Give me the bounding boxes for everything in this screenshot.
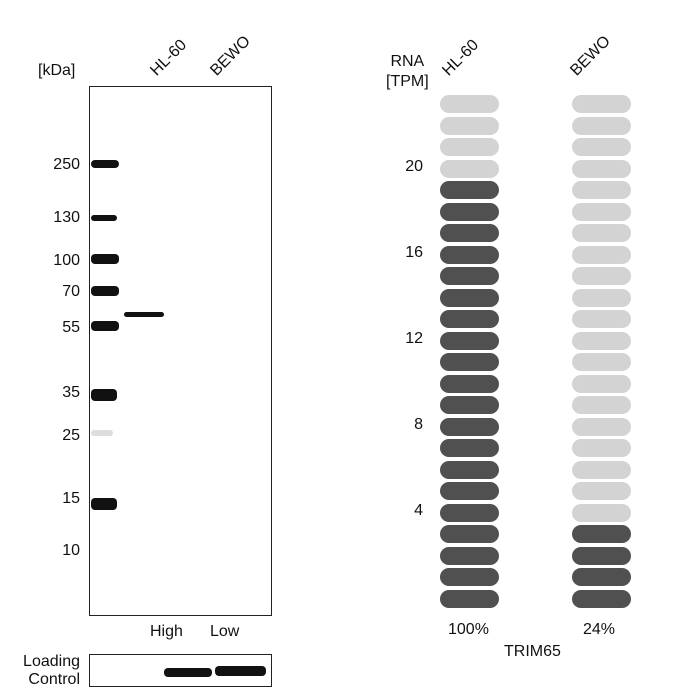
rna-pill-hl-60-9 <box>440 417 499 436</box>
rna-pill-bewo-23 <box>572 116 631 135</box>
marker-band-100 <box>91 254 119 264</box>
rna-pill-hl-60-17 <box>440 245 499 264</box>
rna-pill-bewo-4 <box>572 525 631 543</box>
marker-band-250 <box>91 160 119 168</box>
rna-pill-hl-60-12 <box>440 353 499 371</box>
rna-ytick-20: 20 <box>405 158 423 175</box>
marker-label-55: 55 <box>62 319 80 336</box>
rna-word: RNA <box>390 53 425 70</box>
loading-band-hl60 <box>164 668 212 677</box>
rna-pill-bewo-21 <box>572 159 631 178</box>
level-low: Low <box>210 623 240 640</box>
marker-band-130 <box>91 215 117 221</box>
target-band-hl60 <box>124 312 164 317</box>
rna-pill-bewo-13 <box>572 331 631 350</box>
rna-pill-bewo-10 <box>572 396 631 414</box>
rna-pill-bewo-8 <box>572 439 631 457</box>
marker-band-70 <box>91 286 119 296</box>
rna-pill-hl-60-11 <box>440 374 499 393</box>
marker-label-100: 100 <box>53 252 80 269</box>
rna-pill-bewo-20 <box>572 181 631 199</box>
rna-pill-hl-60-20 <box>440 181 499 199</box>
rna-pill-hl-60-4 <box>440 525 499 543</box>
marker-label-35: 35 <box>62 384 80 401</box>
marker-band-25 <box>91 430 113 436</box>
rna-pill-hl-60-10 <box>440 396 499 414</box>
rna-label-bewo: BEWO <box>567 32 614 80</box>
rna-pill-bewo-19 <box>572 202 631 221</box>
rna-pill-hl-60-13 <box>440 331 499 350</box>
marker-band-15 <box>91 498 117 510</box>
level-high: High <box>150 623 183 640</box>
loading-control-label: Loading Control <box>16 653 80 689</box>
rna-pill-hl-60-22 <box>440 138 499 156</box>
kda-label: [kDa] <box>38 62 76 79</box>
rna-pill-hl-60-19 <box>440 202 499 221</box>
rna-pill-bewo-24 <box>572 95 631 113</box>
percent-hl60: 100% <box>448 621 489 638</box>
rna-pill-bewo-12 <box>572 353 631 371</box>
rna-pill-bewo-16 <box>572 267 631 285</box>
rna-pill-bewo-2 <box>572 568 631 586</box>
rna-pill-hl-60-2 <box>440 568 499 586</box>
rna-pill-hl-60-3 <box>440 546 499 565</box>
marker-band-55 <box>91 321 119 331</box>
loading-control-blot <box>89 654 272 687</box>
marker-label-10: 10 <box>62 542 80 559</box>
rna-pill-hl-60-15 <box>440 288 499 307</box>
rna-pill-hl-60-14 <box>440 310 499 328</box>
rna-pill-hl-60-21 <box>440 159 499 178</box>
rna-pill-bewo-18 <box>572 224 631 242</box>
tpm-word: [TPM] <box>386 73 429 90</box>
western-blot <box>89 86 272 616</box>
rna-pill-bewo-1 <box>572 589 631 608</box>
rna-pill-hl-60-8 <box>440 439 499 457</box>
rna-pill-hl-60-18 <box>440 224 499 242</box>
rna-pill-bewo-15 <box>572 288 631 307</box>
rna-pill-bewo-6 <box>572 482 631 500</box>
marker-label-130: 130 <box>53 209 80 226</box>
rna-ytick-4: 4 <box>414 502 423 519</box>
rna-pill-hl-60-16 <box>440 267 499 285</box>
lane-label-bewo: BEWO <box>207 32 254 80</box>
rna-ytick-12: 12 <box>405 330 423 347</box>
rna-ytick-8: 8 <box>414 416 423 433</box>
rna-pill-hl-60-5 <box>440 503 499 522</box>
loading-word: Loading <box>23 653 80 670</box>
rna-pill-hl-60-7 <box>440 460 499 479</box>
marker-band-35 <box>91 389 117 401</box>
rna-pill-bewo-17 <box>572 245 631 264</box>
rna-pill-hl-60-1 <box>440 589 499 608</box>
lane-label-hl60: HL-60 <box>147 36 191 80</box>
marker-label-70: 70 <box>62 283 80 300</box>
rna-pill-hl-60-23 <box>440 116 499 135</box>
rna-pill-bewo-7 <box>572 460 631 479</box>
rna-ytick-16: 16 <box>405 244 423 261</box>
rna-pill-bewo-5 <box>572 503 631 522</box>
marker-label-15: 15 <box>62 490 80 507</box>
rna-pill-hl-60-6 <box>440 482 499 500</box>
gene-name: TRIM65 <box>504 643 561 660</box>
rna-label-hl60: HL-60 <box>439 36 483 80</box>
rna-pill-bewo-3 <box>572 546 631 565</box>
rna-axis-label: RNA [TPM] <box>386 52 429 92</box>
rna-pill-bewo-9 <box>572 417 631 436</box>
rna-pill-hl-60-24 <box>440 95 499 113</box>
marker-label-250: 250 <box>53 156 80 173</box>
control-word: Control <box>28 671 80 688</box>
loading-band-bewo <box>215 666 266 676</box>
rna-pill-bewo-22 <box>572 138 631 156</box>
marker-label-25: 25 <box>62 427 80 444</box>
rna-pill-bewo-14 <box>572 310 631 328</box>
percent-bewo: 24% <box>583 621 616 638</box>
rna-pill-bewo-11 <box>572 374 631 393</box>
